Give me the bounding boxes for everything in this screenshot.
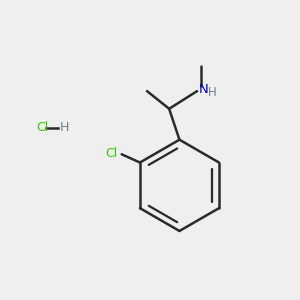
Text: Cl: Cl xyxy=(105,147,117,160)
Text: H: H xyxy=(60,122,69,134)
Text: Cl: Cl xyxy=(37,122,49,134)
Text: H: H xyxy=(208,86,217,99)
Text: N: N xyxy=(199,83,208,96)
